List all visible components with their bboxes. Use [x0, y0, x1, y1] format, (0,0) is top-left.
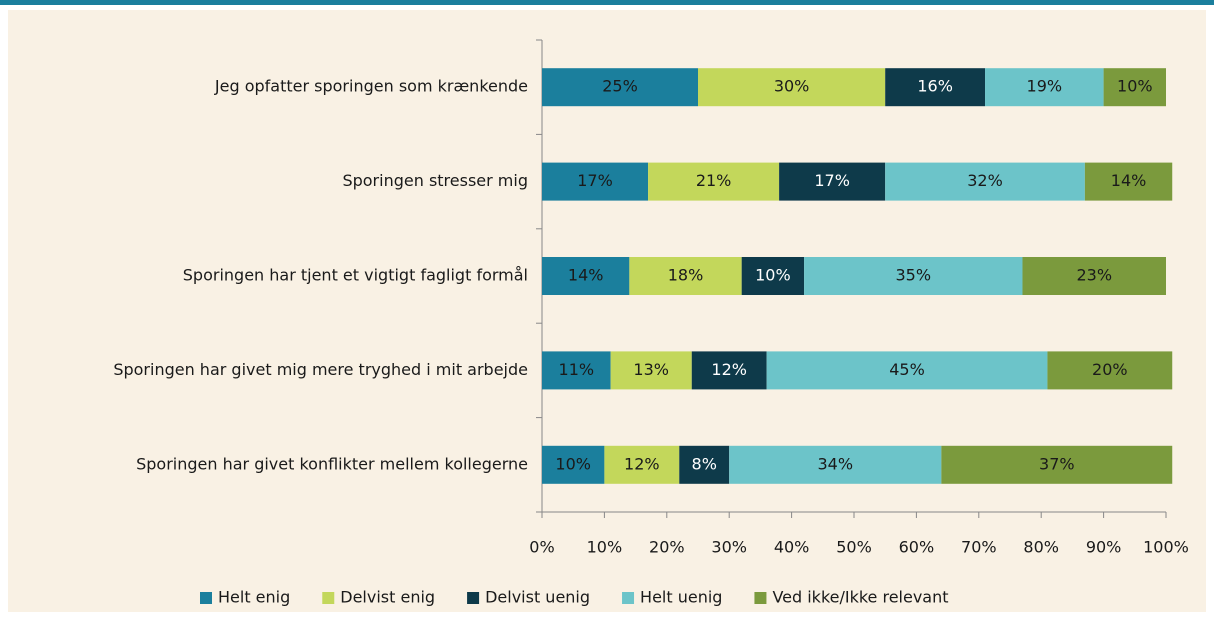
data-label: 18% — [668, 266, 704, 285]
data-label: 45% — [889, 360, 925, 379]
data-label: 14% — [1111, 171, 1147, 190]
data-label: 30% — [774, 77, 810, 96]
bar-segment — [679, 445, 730, 484]
x-tick-label: 20% — [649, 538, 685, 557]
bar-segment — [1084, 162, 1173, 201]
data-label: 13% — [633, 360, 669, 379]
bar-segment — [542, 162, 649, 201]
bar-segment — [1103, 68, 1166, 107]
bar-segment — [779, 162, 886, 201]
legend-swatch — [200, 592, 212, 604]
legend-label: Delvist enig — [340, 588, 435, 607]
bar-segment — [648, 162, 780, 201]
data-label: 10% — [555, 454, 591, 473]
legend-label: Delvist uenig — [485, 588, 590, 607]
x-tick-label: 80% — [1023, 538, 1059, 557]
data-label: 17% — [814, 171, 850, 190]
bar-segment — [804, 257, 1023, 295]
bar-segment — [604, 445, 680, 484]
bar-segment — [629, 257, 742, 295]
data-label: 10% — [1117, 77, 1153, 96]
bar-segment — [885, 162, 1085, 201]
data-label: 11% — [559, 360, 595, 379]
data-label: 32% — [967, 171, 1003, 190]
data-label: 17% — [577, 171, 613, 190]
x-tick-label: 60% — [899, 538, 935, 557]
bar-segment — [985, 68, 1104, 107]
bar-segment — [941, 445, 1173, 484]
category-label: Sporingen har tjent et vigtigt fagligt f… — [183, 266, 528, 285]
legend-label: Helt uenig — [640, 588, 722, 607]
bar-segment — [698, 68, 886, 107]
top-border — [0, 0, 1214, 5]
data-label: 14% — [568, 266, 604, 285]
x-tick-label: 50% — [836, 538, 872, 557]
bar-segment — [766, 351, 1048, 390]
bar-segment — [729, 445, 942, 484]
x-tick-label: 70% — [961, 538, 997, 557]
bar-segment — [542, 257, 630, 295]
data-label: 16% — [917, 77, 953, 96]
bar-segment — [885, 68, 986, 107]
data-label: 21% — [696, 171, 732, 190]
bar-segment — [542, 351, 611, 390]
bar-segment — [741, 257, 805, 295]
x-tick-label: 90% — [1086, 538, 1122, 557]
legend-label: Helt enig — [218, 588, 290, 607]
data-label: 37% — [1039, 454, 1075, 473]
bar-segment — [691, 351, 767, 390]
bar-segment — [1022, 257, 1166, 295]
x-tick-label: 30% — [711, 538, 747, 557]
x-tick-label: 10% — [587, 538, 623, 557]
legend-swatch — [622, 592, 635, 604]
legend-swatch — [322, 592, 335, 604]
category-label: Sporingen har givet konflikter mellem ko… — [136, 454, 528, 473]
bar-segment — [542, 68, 698, 107]
x-tick-label: 40% — [774, 538, 810, 557]
bar-segment — [610, 351, 692, 390]
legend-swatch — [467, 592, 480, 604]
data-label: 19% — [1027, 77, 1063, 96]
category-label: Sporingen har givet mig mere tryghed i m… — [113, 360, 528, 379]
data-label: 34% — [817, 454, 853, 473]
x-tick-label: 0% — [529, 538, 554, 557]
data-label: 12% — [624, 454, 660, 473]
category-label: Sporingen stresser mig — [342, 171, 528, 190]
category-label: Jeg opfatter sporingen som krænkende — [214, 77, 528, 96]
data-label: 12% — [711, 360, 747, 379]
legend-swatch — [754, 592, 767, 604]
x-tick-label: 100% — [1143, 538, 1189, 557]
data-label: 20% — [1092, 360, 1128, 379]
data-label: 8% — [692, 454, 717, 473]
data-label: 35% — [895, 266, 931, 285]
data-label: 25% — [602, 77, 638, 96]
bar-segment — [542, 445, 605, 484]
legend-label: Ved ikke/Ikke relevant — [772, 588, 948, 607]
data-label: 23% — [1076, 266, 1112, 285]
bar-segment — [1047, 351, 1173, 390]
data-label: 10% — [755, 266, 791, 285]
